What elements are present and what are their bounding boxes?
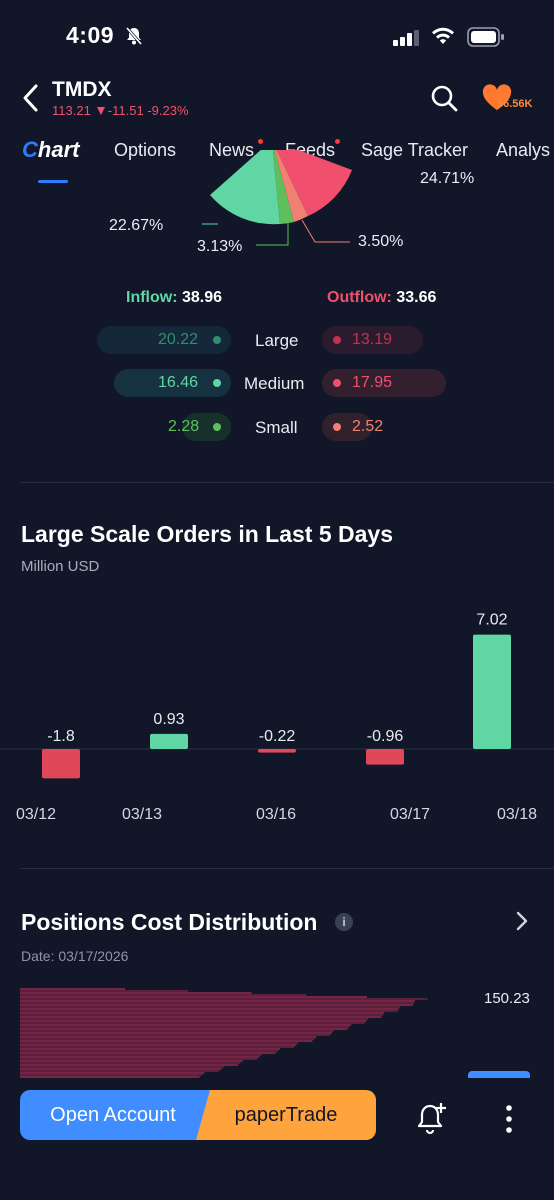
watchlist-heart-icon[interactable] <box>481 84 513 112</box>
inflow-large-dot <box>213 336 221 344</box>
outflow-small-dot <box>333 423 341 431</box>
back-button[interactable] <box>18 82 46 114</box>
section-divider-2 <box>20 868 554 869</box>
cellular-signal-icon <box>393 30 419 46</box>
silent-mode-icon <box>125 27 143 45</box>
bar-value-label: -1.8 <box>47 728 75 745</box>
large-orders-unit: Million USD <box>21 558 100 575</box>
paper-trade-label: paperTrade <box>234 1104 338 1126</box>
search-icon[interactable] <box>430 84 458 112</box>
bar-value-label: 7.02 <box>476 612 507 629</box>
bar-03/13 <box>150 733 188 749</box>
outflow-small-bar <box>322 413 372 441</box>
inflow-large-value: 20.22 <box>158 331 199 348</box>
outflow-medium-bar <box>322 369 446 397</box>
positions-date: Date: 03/17/2026 <box>21 948 129 964</box>
pie-leader-lines <box>202 219 350 246</box>
x-tick-label: 03/16 <box>256 806 296 823</box>
inflow-small-value: 2.28 <box>168 418 200 435</box>
outflow-small-value: 2.52 <box>352 418 384 435</box>
current-price-marker <box>468 1071 530 1080</box>
more-options-icon[interactable] <box>502 1104 516 1134</box>
wifi-icon <box>432 27 454 44</box>
tab-sage-tracker[interactable]: Sage Tracker <box>361 140 469 160</box>
inflow-small-bar <box>182 413 231 441</box>
pie-label-in-small: 3.13% <box>197 238 243 255</box>
battery-icon <box>467 27 504 47</box>
pie-label-clip: 24.71% <box>420 160 480 188</box>
price-quote: 113.21 -11.51 -9.23% <box>52 103 189 118</box>
tab-options[interactable]: Options <box>114 140 177 160</box>
price-change: -11.51 <box>107 103 144 118</box>
bar-value-label: 0.93 <box>153 711 184 728</box>
news-unread-dot <box>258 139 263 144</box>
active-tab-indicator <box>38 180 68 183</box>
inflow-label: Inflow: <box>126 289 178 306</box>
ticker-symbol: TMDX <box>52 78 112 101</box>
watch-count: 36.56K <box>497 98 533 110</box>
tab-news[interactable]: News <box>209 140 255 160</box>
inflow-medium-dot <box>213 379 221 387</box>
bar-value-label: -0.22 <box>259 728 296 745</box>
info-icon[interactable]: i <box>335 913 353 931</box>
capital-flow-pie <box>190 150 360 240</box>
outflow-total: 33.66 <box>396 289 437 306</box>
tab-bar: Chart Options News Feeds Sage Tracker An… <box>0 137 554 176</box>
status-time: 4:09 <box>66 22 115 48</box>
inflow-summary: Inflow: 38.96 <box>126 289 222 307</box>
large-orders-chart: -1.8 03/12 0.93 03/13 -0.22 03/16 -0.96 03/17 7.… <box>0 612 554 823</box>
inflow-total: 38.96 <box>182 289 223 306</box>
open-account-button[interactable] <box>20 1090 210 1140</box>
tab-chart-rest: hart <box>37 137 80 162</box>
outflow-label: Outflow: <box>327 289 392 306</box>
row-label-large: Large <box>255 331 299 350</box>
pie-label-out-large: 24.71% <box>420 170 475 187</box>
outflow-medium-value: 17.95 <box>352 374 393 391</box>
inflow-small-dot <box>213 423 221 431</box>
row-label-small: Small <box>255 418 298 437</box>
bar-03/12 <box>42 749 80 779</box>
inflow-medium-bar <box>114 369 231 397</box>
price-alert-icon[interactable] <box>417 1102 447 1136</box>
bar-03/17 <box>366 749 404 765</box>
outflow-large-dot <box>333 336 341 344</box>
open-account-label: Open Account <box>50 1104 176 1126</box>
bar-03/16 <box>258 749 296 753</box>
outflow-summary: Outflow: 33.66 <box>327 289 436 307</box>
inflow-medium-value: 16.46 <box>158 374 199 391</box>
tab-chart-initial: C <box>22 137 38 162</box>
x-tick-label: 03/18 <box>497 806 537 823</box>
positions-max-price: 150.23 <box>484 990 530 1007</box>
pie-label-out-small: 3.50% <box>358 233 404 250</box>
positions-distribution-chart <box>20 988 530 1080</box>
down-triangle-icon <box>96 107 105 115</box>
row-label-medium: Medium <box>244 374 305 393</box>
pie-label-in-large: 22.67% <box>109 217 164 234</box>
tab-analysis[interactable]: Analys <box>496 140 551 160</box>
pie-svg <box>210 150 352 225</box>
section-divider <box>20 482 554 483</box>
x-tick-label: 03/13 <box>122 806 162 823</box>
outflow-medium-dot <box>333 379 341 387</box>
feeds-unread-dot <box>335 139 340 144</box>
positions-title: Positions Cost Distribution <box>21 909 318 935</box>
paper-trade-button[interactable] <box>196 1090 376 1140</box>
price-change-pct: -9.23% <box>147 103 189 118</box>
outflow-large-value: 13.19 <box>352 331 393 348</box>
tab-chart[interactable]: Chart <box>22 137 79 163</box>
chevron-right-icon[interactable] <box>512 909 532 933</box>
last-price: 113.21 <box>52 103 91 118</box>
x-tick-label: 03/12 <box>16 806 56 823</box>
large-orders-title: Large Scale Orders in Last 5 Days <box>21 521 394 547</box>
bar-03/18 <box>473 634 511 749</box>
x-tick-label: 03/17 <box>390 806 430 823</box>
inflow-large-bar <box>97 326 231 354</box>
bar-value-label: -0.96 <box>367 728 404 745</box>
